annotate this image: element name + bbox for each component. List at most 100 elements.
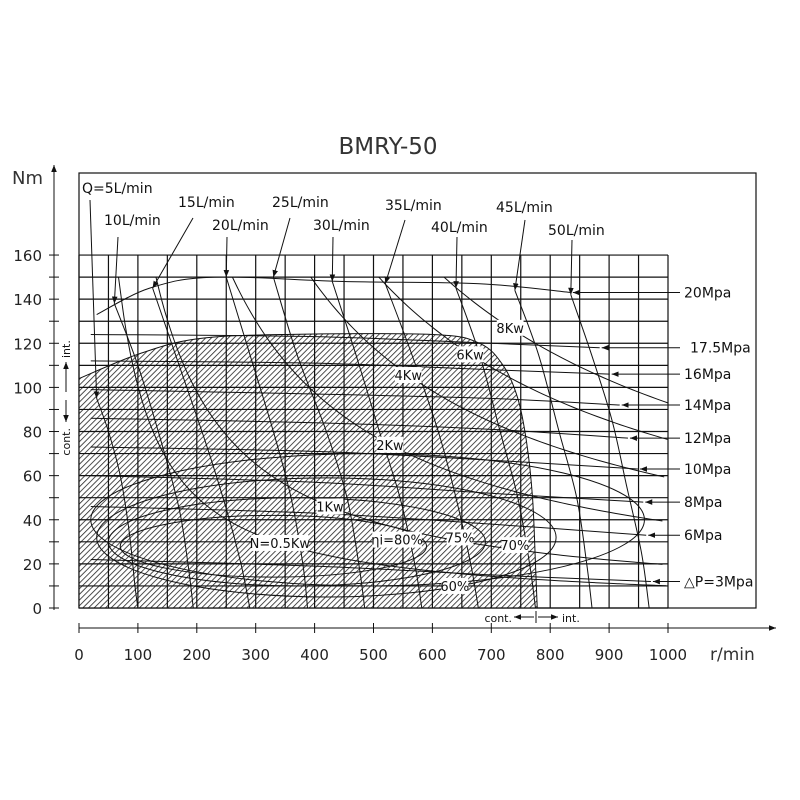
x-tick-label: 700	[477, 646, 506, 664]
power-curve	[118, 277, 667, 587]
x-tick-label: 200	[182, 646, 211, 664]
label-background	[316, 498, 344, 515]
label-background	[394, 367, 422, 384]
power-curve	[310, 276, 665, 478]
flow-line	[384, 283, 479, 608]
pressure-label: 14Mpa	[684, 398, 731, 414]
flow-label: 30L/min	[313, 218, 370, 234]
x-tick-label: 100	[124, 646, 153, 664]
flow-line	[570, 294, 650, 608]
power-label: N=0.5Kw	[250, 537, 311, 552]
pressure-label: 10Mpa	[684, 462, 731, 478]
flow-label: 10L/min	[104, 213, 161, 229]
label-background	[251, 534, 309, 551]
flow-line	[272, 276, 366, 608]
x-tick-label: 0	[74, 646, 84, 664]
flow-label-leader	[89, 199, 100, 399]
flow-label: 25L/min	[272, 195, 329, 211]
pressure-line	[90, 417, 628, 439]
pressure-label: 8Mpa	[684, 495, 722, 511]
efficiency-label: ηi=80%	[371, 534, 423, 549]
efficiency-contour	[119, 514, 428, 578]
x-tick-label: 1000	[649, 646, 687, 664]
y-tick-label: 160	[13, 247, 42, 265]
flow-line	[225, 276, 309, 608]
flow-label-leader	[513, 219, 526, 291]
y-tick-label: 20	[23, 556, 42, 574]
torque-cont-int-annotation: cont. int.	[60, 340, 73, 455]
pressure-line	[90, 446, 638, 470]
x-tick-label: 500	[359, 646, 388, 664]
chart-title: BMRY-50	[338, 134, 437, 160]
pressure-label: 20Mpa	[684, 286, 731, 302]
flow-line	[113, 303, 194, 608]
y-tick-label: 0	[32, 600, 42, 618]
flow-label-leader	[223, 236, 230, 278]
speed-int-label: int.	[562, 612, 580, 625]
y-axis-label: Nm	[12, 168, 43, 189]
efficiency-label: 70%	[500, 539, 529, 554]
flow-label-leader	[384, 219, 406, 284]
y-tick-label: 80	[23, 424, 42, 442]
pressure-label: △P=3Mpa	[684, 575, 753, 591]
power-curve	[378, 276, 668, 440]
pressure-line	[90, 333, 600, 349]
power-label: 6Kw	[456, 348, 484, 363]
flow-label-leader	[152, 217, 194, 289]
flow-line	[455, 287, 536, 608]
pressure-line	[90, 506, 647, 536]
pressure-label: 12Mpa	[684, 431, 731, 447]
label-background	[441, 577, 469, 594]
x-tick-label: 400	[300, 646, 329, 664]
flow-label: 20L/min	[212, 218, 269, 234]
flow-label-leader	[568, 239, 574, 295]
power-label: 1Kw	[316, 501, 344, 516]
y-tick-label: 40	[23, 512, 42, 530]
power-label: 2Kw	[376, 439, 404, 454]
y-tick-label: 140	[13, 291, 42, 309]
pressure-label: 6Mpa	[684, 528, 722, 544]
efficiency-label: 75%	[446, 531, 475, 546]
flow-label: 45L/min	[496, 200, 553, 216]
power-label: 4Kw	[395, 369, 423, 384]
y-tick-label: 100	[13, 379, 42, 397]
pressure-line	[90, 389, 620, 406]
flow-line	[331, 281, 423, 608]
pressure-line	[90, 558, 651, 583]
continuous-duty-region	[78, 333, 538, 609]
x-tick-label: 300	[241, 646, 270, 664]
pressure-label: 17.5Mpa	[690, 341, 751, 357]
pressure-line	[90, 475, 644, 503]
flow-line	[96, 398, 139, 608]
flow-label-leader	[111, 236, 119, 304]
label-background	[372, 531, 422, 548]
pressure-line	[96, 276, 571, 316]
label-background	[496, 319, 524, 336]
flow-line	[514, 290, 593, 608]
x-tick-label: 800	[536, 646, 565, 664]
speed-cont-int-annotation: cont. int.	[484, 611, 580, 625]
flow-label-leader	[329, 236, 336, 282]
flow-label-leader	[453, 236, 459, 289]
label-background	[456, 346, 484, 363]
pressure-label: 16Mpa	[684, 367, 731, 383]
label-background	[501, 537, 529, 554]
x-tick-label: 600	[418, 646, 447, 664]
label-background	[376, 436, 404, 453]
y-tick-label: 120	[13, 335, 42, 353]
x-tick-label: 900	[595, 646, 624, 664]
label-background	[446, 529, 474, 546]
flow-label: 50L/min	[548, 223, 605, 239]
flow-line	[152, 287, 251, 608]
flow-label: 35L/min	[385, 198, 442, 214]
torque-int-label: int.	[60, 340, 73, 358]
flow-label: Q=5L/min	[82, 181, 153, 197]
efficiency-contour	[107, 497, 486, 587]
x-axis-label: r/min	[710, 645, 755, 665]
y-tick-label: 60	[23, 468, 42, 486]
power-curve	[231, 276, 663, 522]
power-label: 8Kw	[496, 322, 524, 337]
power-curve	[443, 276, 669, 404]
efficiency-contour	[96, 477, 557, 598]
